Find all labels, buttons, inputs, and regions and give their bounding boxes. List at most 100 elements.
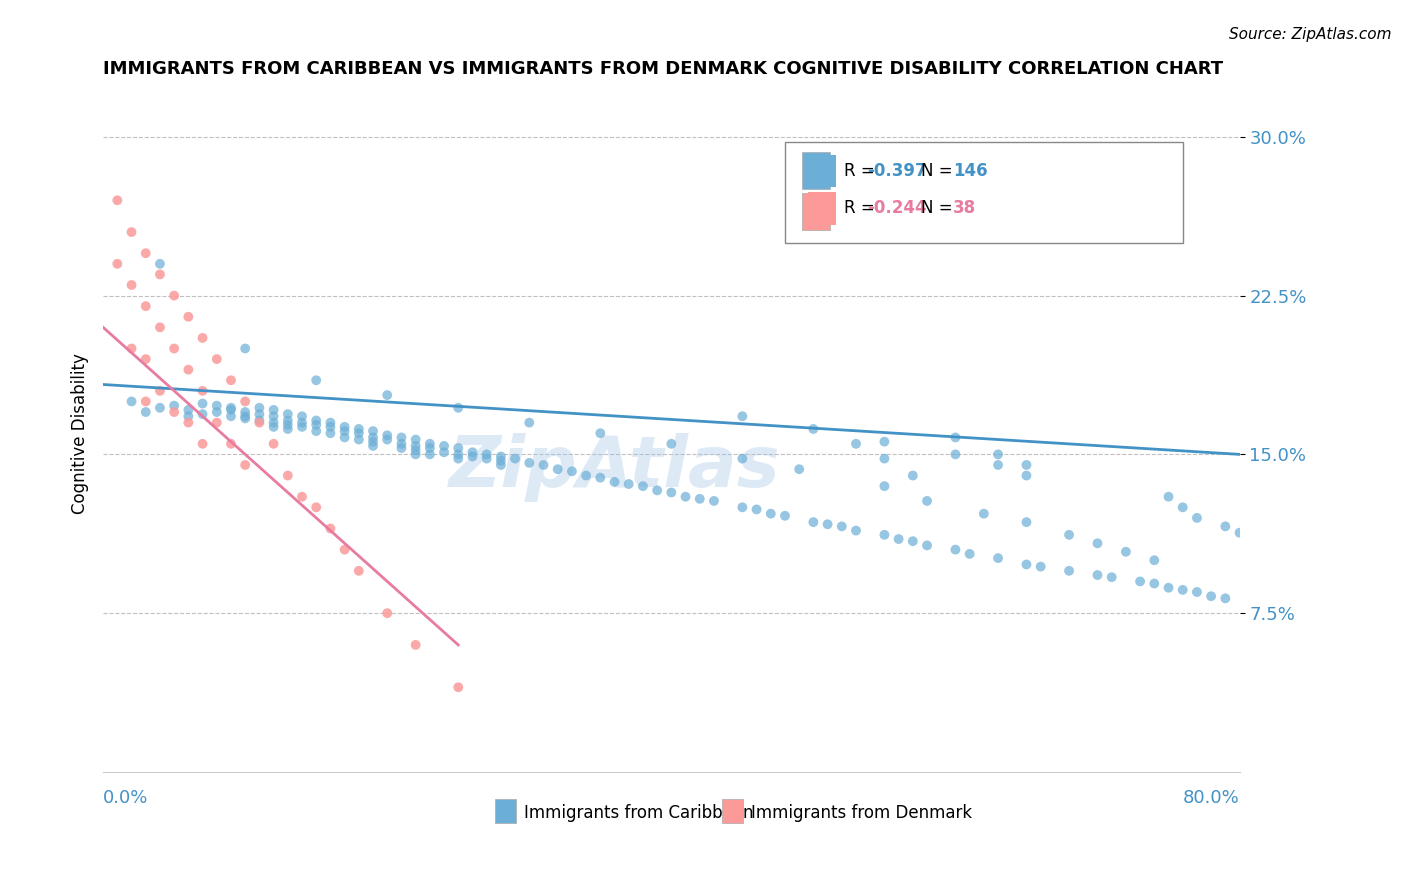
Point <box>1215 519 1237 533</box>
Point <box>689 491 711 506</box>
Point <box>333 420 356 434</box>
Point <box>845 524 868 538</box>
Point <box>375 433 398 447</box>
Point <box>135 352 157 367</box>
Point <box>263 420 285 434</box>
Point <box>191 396 214 410</box>
Point <box>205 405 228 419</box>
Point <box>247 416 270 430</box>
Text: R =: R = <box>844 162 880 180</box>
Point <box>191 331 214 345</box>
Text: ZipAtlas: ZipAtlas <box>449 433 780 501</box>
Text: R =: R = <box>844 199 880 218</box>
Point <box>291 416 314 430</box>
Point <box>205 416 228 430</box>
Point <box>305 500 328 515</box>
Point <box>447 447 470 461</box>
Point <box>589 470 612 484</box>
Bar <box>495 799 516 822</box>
Point <box>945 430 967 444</box>
Point <box>391 437 413 451</box>
Point <box>291 409 314 424</box>
Point <box>219 373 242 387</box>
Point <box>121 225 143 239</box>
Text: Source: ZipAtlas.com: Source: ZipAtlas.com <box>1229 27 1392 42</box>
Text: 0.0%: 0.0% <box>103 789 149 807</box>
Point <box>105 194 128 208</box>
Point <box>1015 468 1038 483</box>
Point <box>419 441 441 455</box>
Y-axis label: Cognitive Disability: Cognitive Disability <box>72 352 89 514</box>
Point <box>233 394 256 409</box>
Point <box>263 409 285 424</box>
Point <box>603 475 626 489</box>
Point <box>391 430 413 444</box>
Point <box>347 564 370 578</box>
Point <box>419 437 441 451</box>
Point <box>1115 545 1137 559</box>
Text: N =: N = <box>921 162 959 180</box>
Point <box>291 420 314 434</box>
Point <box>405 447 427 461</box>
Point <box>277 407 299 421</box>
Point <box>247 401 270 415</box>
Point <box>489 454 512 468</box>
Point <box>149 320 172 334</box>
Point <box>405 638 427 652</box>
Point <box>873 528 896 542</box>
Text: Immigrants from Denmark: Immigrants from Denmark <box>751 804 972 822</box>
Point <box>433 439 456 453</box>
Point <box>1171 582 1194 597</box>
Text: N =: N = <box>921 199 959 218</box>
Point <box>659 485 682 500</box>
Point <box>461 445 484 459</box>
Point <box>731 500 754 515</box>
Point <box>731 409 754 424</box>
Point <box>375 428 398 442</box>
Point <box>347 426 370 441</box>
Point <box>149 268 172 282</box>
Point <box>191 437 214 451</box>
Point <box>1015 458 1038 472</box>
Point <box>149 384 172 398</box>
Point <box>219 409 242 424</box>
Point <box>973 507 995 521</box>
Point <box>361 430 384 444</box>
Point <box>177 362 200 376</box>
Point <box>333 430 356 444</box>
Point <box>149 257 172 271</box>
Point <box>305 417 328 432</box>
Point <box>319 416 342 430</box>
Point <box>277 422 299 436</box>
Point <box>873 451 896 466</box>
Text: -0.397: -0.397 <box>868 162 927 180</box>
Point <box>901 534 924 549</box>
Point <box>375 606 398 620</box>
Point <box>489 458 512 472</box>
Point <box>263 437 285 451</box>
Point <box>163 288 186 302</box>
Point <box>447 441 470 455</box>
Point <box>205 399 228 413</box>
Point <box>105 257 128 271</box>
Point <box>233 409 256 424</box>
Text: 80.0%: 80.0% <box>1182 789 1240 807</box>
Point <box>149 401 172 415</box>
Point <box>447 451 470 466</box>
Point <box>1087 568 1109 582</box>
Point <box>305 413 328 427</box>
Point <box>631 479 654 493</box>
Point <box>433 445 456 459</box>
Point <box>177 409 200 424</box>
Point <box>759 507 782 521</box>
Point <box>247 407 270 421</box>
Point <box>1015 558 1038 572</box>
Point <box>1101 570 1123 584</box>
Point <box>589 426 612 441</box>
Point <box>1157 490 1180 504</box>
Point <box>645 483 668 498</box>
Point <box>419 447 441 461</box>
Point <box>191 407 214 421</box>
Point <box>305 424 328 438</box>
Point <box>263 416 285 430</box>
